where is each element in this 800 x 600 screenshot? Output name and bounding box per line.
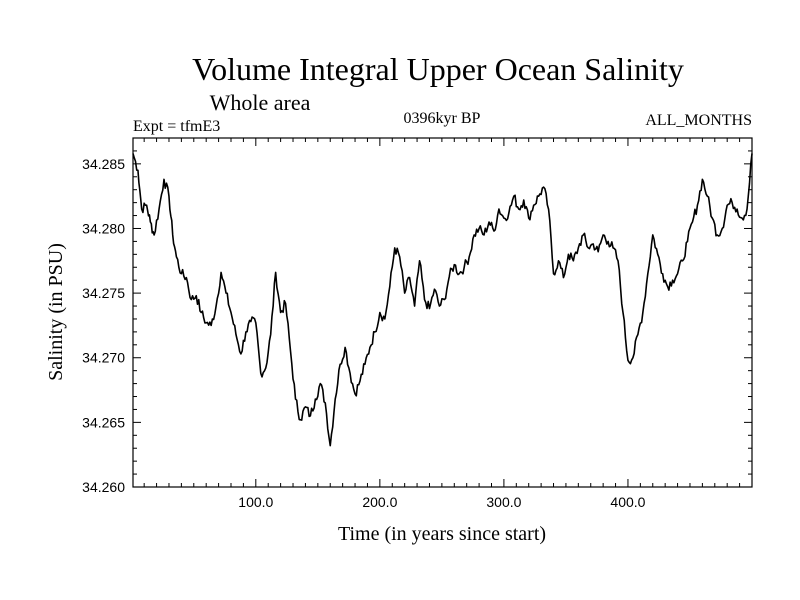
y-axis-label: Salinity (in PSU) xyxy=(45,243,67,381)
x-axis-label: Time (in years since start) xyxy=(338,523,546,545)
y-tick-label: 34.270 xyxy=(82,350,125,366)
annotation-right: ALL_MONTHS xyxy=(645,112,752,129)
axis-ticks xyxy=(133,137,752,488)
x-tick-label: 200.0 xyxy=(362,494,397,510)
salinity-series-line xyxy=(132,153,753,447)
axis-tick-labels: 100.0 200.0 300.0 400.0 34.260 34.265 34.270 34… xyxy=(82,156,646,510)
plot-frame xyxy=(132,137,753,488)
y-tick-label: 34.260 xyxy=(82,479,125,495)
annotation-left: Expt = tfmE3 xyxy=(133,118,220,135)
x-tick-label: 400.0 xyxy=(610,494,645,510)
chart-title: Volume Integral Upper Ocean Salinity xyxy=(192,51,684,87)
y-tick-label: 34.265 xyxy=(82,414,125,430)
y-tick-label: 34.275 xyxy=(82,285,125,301)
y-tick-label: 34.280 xyxy=(82,220,125,236)
annotation-center: 0396kyr BP xyxy=(404,110,481,127)
y-tick-label: 34.285 xyxy=(82,156,125,172)
chart-subtitle: Whole area xyxy=(210,90,311,115)
x-tick-label: 300.0 xyxy=(486,494,521,510)
x-tick-label: 100.0 xyxy=(238,494,273,510)
